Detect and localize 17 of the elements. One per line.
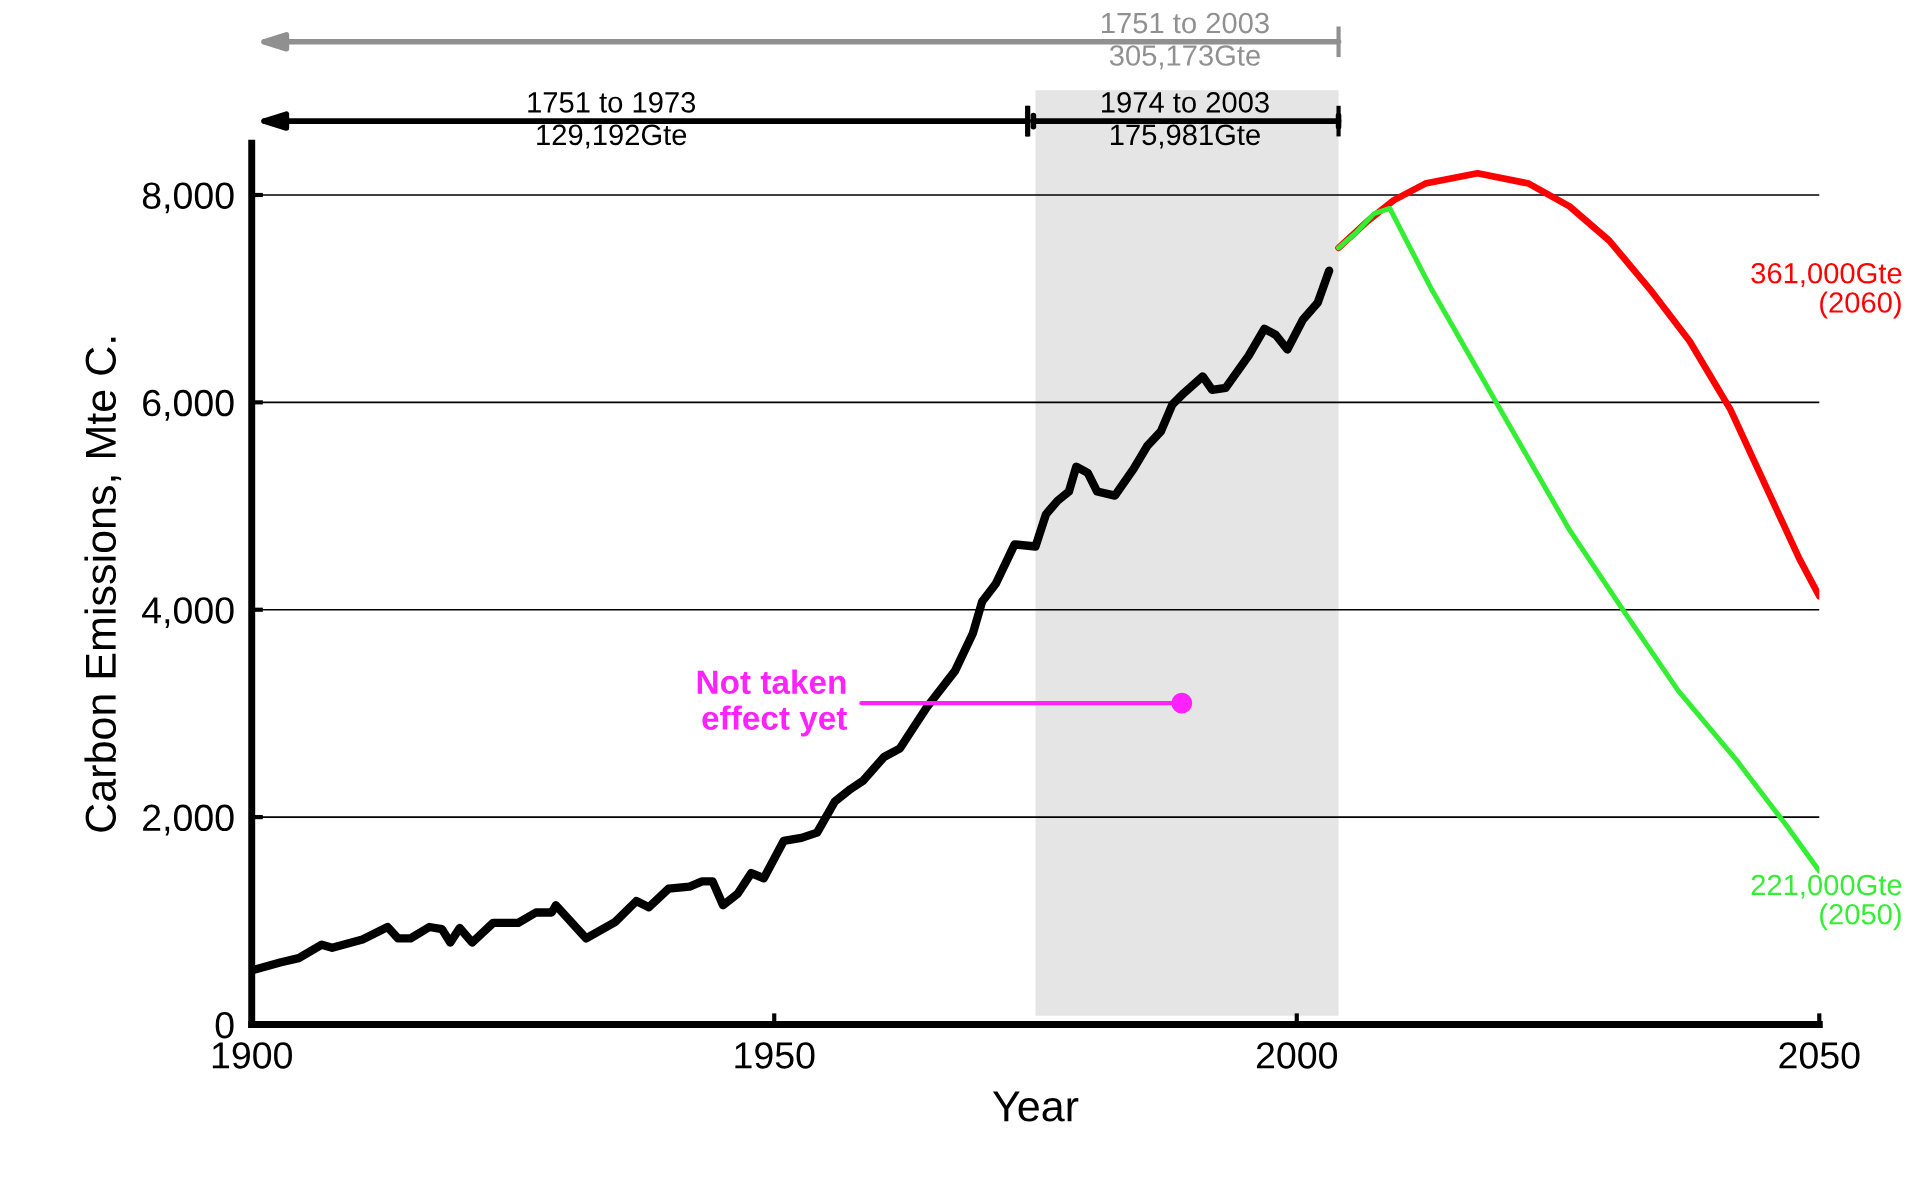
- y-tick-label: 2,000: [143, 804, 234, 836]
- series-label: 221,000Gte (2050): [1751, 874, 1902, 931]
- y-axis-title: Carbon Emissions, Mte C.: [84, 337, 122, 832]
- x-tick-label: 2000: [1256, 1042, 1338, 1069]
- y-tick-label: 8,000: [142, 182, 234, 214]
- annotation: 1751 to 1973 129,192Gte: [528, 92, 696, 149]
- text: 361,000Gte (2060): [1751, 262, 1902, 319]
- y-tick-label: 6,000: [143, 389, 234, 421]
- annotation: 1974 to 2003 175,981Gte: [1102, 92, 1269, 149]
- x-axis-title: Year: [992, 1091, 1079, 1122]
- annotation: Not taken effect yet: [697, 669, 847, 737]
- text: 1751 to 2003 305,173Gte: [1102, 12, 1269, 70]
- y-tick-label: 0: [215, 1011, 234, 1039]
- x-tick-label: 2050: [1779, 1042, 1860, 1069]
- x-tick-label: 1900: [212, 1042, 292, 1069]
- x-tick-label: 1950: [735, 1042, 815, 1069]
- y-tick-label: 4,000: [142, 597, 234, 629]
